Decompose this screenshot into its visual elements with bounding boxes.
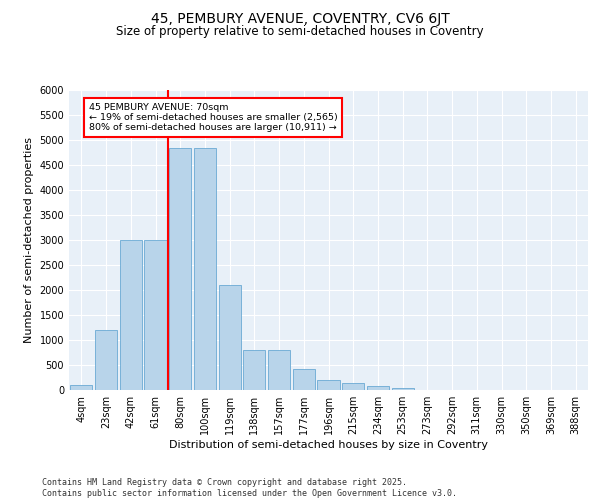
Y-axis label: Number of semi-detached properties: Number of semi-detached properties xyxy=(24,137,34,343)
Bar xyxy=(218,285,241,390)
Text: 45 PEMBURY AVENUE: 70sqm
← 19% of semi-detached houses are smaller (2,565)
80% o: 45 PEMBURY AVENUE: 70sqm ← 19% of semi-d… xyxy=(89,102,338,132)
Text: Contains HM Land Registry data © Crown copyright and database right 2025.
Contai: Contains HM Land Registry data © Crown c… xyxy=(42,478,457,498)
Text: Size of property relative to semi-detached houses in Coventry: Size of property relative to semi-detach… xyxy=(116,25,484,38)
Bar xyxy=(367,386,389,390)
Bar xyxy=(392,388,414,390)
X-axis label: Distribution of semi-detached houses by size in Coventry: Distribution of semi-detached houses by … xyxy=(169,440,488,450)
Bar xyxy=(342,382,364,390)
Bar xyxy=(70,385,92,390)
Bar xyxy=(95,330,117,390)
Bar xyxy=(268,350,290,390)
Bar xyxy=(145,240,167,390)
Bar xyxy=(293,369,315,390)
Bar xyxy=(243,350,265,390)
Bar xyxy=(169,148,191,390)
Bar xyxy=(194,148,216,390)
Bar xyxy=(119,240,142,390)
Bar xyxy=(317,380,340,390)
Text: 45, PEMBURY AVENUE, COVENTRY, CV6 6JT: 45, PEMBURY AVENUE, COVENTRY, CV6 6JT xyxy=(151,12,449,26)
